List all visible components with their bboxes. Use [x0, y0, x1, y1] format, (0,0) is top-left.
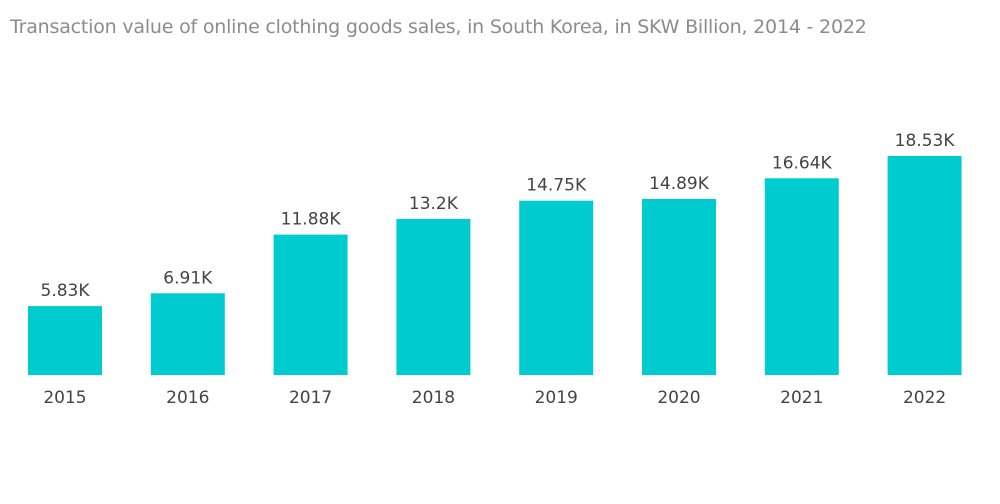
data-label-2018: 13.2K: [409, 194, 459, 214]
data-label-2016: 6.91K: [163, 268, 213, 288]
data-label-2020: 14.89K: [649, 174, 710, 194]
x-tick-label-2022: 2022: [903, 388, 946, 408]
x-tick-label-2020: 2020: [657, 388, 700, 408]
data-label-2017: 11.88K: [281, 210, 342, 230]
x-axis-ticks-group: 2015 2016 2017 2018 2019 2020 2021 2022: [43, 388, 946, 408]
bar-2022: [887, 156, 962, 375]
data-labels-group: 5.83K 6.91K 11.88K 13.2K 14.75K 14.89K 16.64K 1…: [41, 131, 956, 301]
chart-title: Transaction value of online clothing goo…: [10, 16, 867, 38]
data-label-2015: 5.83K: [41, 281, 91, 301]
data-label-2021: 16.64K: [772, 153, 833, 173]
bar-2016: [150, 293, 225, 375]
bar-2020: [642, 199, 716, 375]
x-tick-label-2015: 2015: [43, 388, 86, 408]
bar-2015: [28, 306, 102, 375]
bar-2018: [396, 219, 471, 375]
bar-2017: [273, 234, 348, 375]
x-tick-label-2016: 2016: [166, 388, 209, 408]
data-label-2022: 18.53K: [895, 131, 956, 151]
x-tick-label-2017: 2017: [289, 388, 332, 408]
data-label-2019: 14.75K: [526, 176, 587, 196]
bar-2021: [764, 178, 839, 375]
x-tick-label-2019: 2019: [535, 388, 578, 408]
bar-2019: [519, 200, 594, 375]
x-tick-label-2018: 2018: [412, 388, 455, 408]
bars-group: [28, 156, 962, 375]
x-tick-label-2021: 2021: [780, 388, 823, 408]
